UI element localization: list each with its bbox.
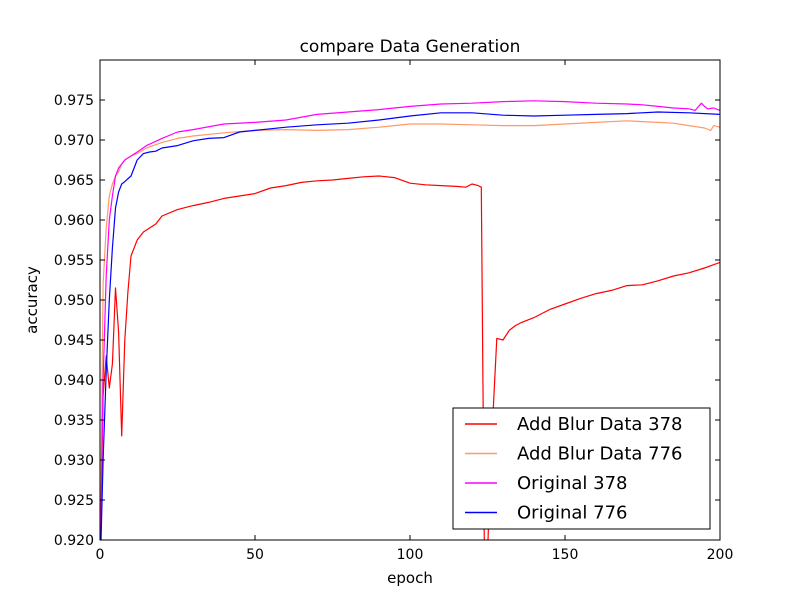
x-axis-label: epoch: [387, 569, 433, 587]
y-tick-label: 0.970: [54, 133, 94, 149]
y-axis-label: accuracy: [23, 266, 41, 334]
x-tick-label: 200: [707, 547, 734, 563]
y-tick-label: 0.965: [54, 173, 94, 189]
y-tick-label: 0.930: [54, 453, 94, 469]
y-tick-label: 0.960: [54, 213, 94, 229]
y-tick-label: 0.920: [54, 533, 94, 549]
x-tick-label: 0: [96, 547, 105, 563]
legend-label: Add Blur Data 378: [517, 414, 683, 435]
y-tick-label: 0.975: [54, 93, 94, 109]
y-tick-label: 0.940: [54, 373, 94, 389]
legend-label: Add Blur Data 776: [517, 444, 683, 465]
legend-label: Original 378: [517, 473, 628, 494]
y-tick-label: 0.925: [54, 493, 94, 509]
x-tick-label: 50: [246, 547, 264, 563]
chart-title: compare Data Generation: [300, 37, 521, 57]
legend: Add Blur Data 378 Add Blur Data 776 Origin…: [453, 408, 710, 529]
y-tick-label: 0.935: [54, 413, 94, 429]
x-tick-label: 100: [397, 547, 424, 563]
y-tick-label: 0.955: [54, 253, 94, 269]
legend-label: Original 776: [517, 503, 628, 524]
y-tick-label: 0.945: [54, 333, 94, 349]
x-tick-label: 150: [552, 547, 579, 563]
y-tick-label: 0.950: [54, 293, 94, 309]
